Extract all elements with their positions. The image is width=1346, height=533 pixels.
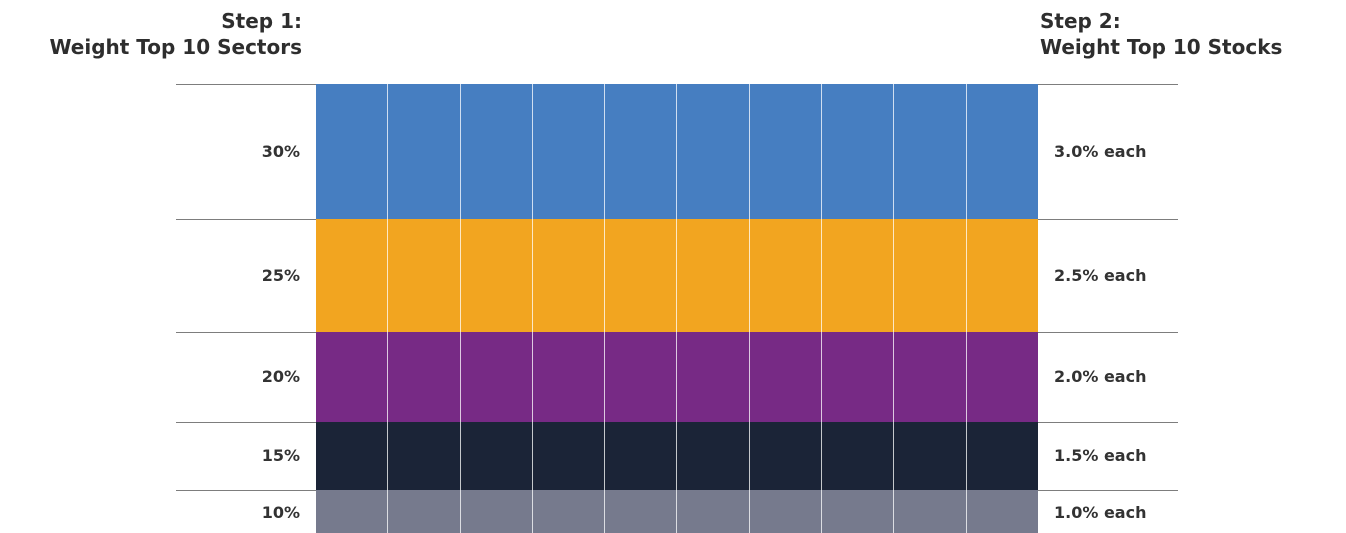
stock-cell	[605, 422, 678, 490]
stock-cell	[532, 219, 606, 332]
stock-cell	[966, 332, 1038, 422]
stock-cell	[822, 219, 895, 332]
right-divider-line	[1038, 219, 1178, 220]
stock-cell	[894, 219, 967, 332]
stock-cell	[677, 422, 750, 490]
right-divider-line	[1038, 490, 1178, 491]
step-1-heading: Step 1: Weight Top 10 Sectors	[49, 8, 302, 60]
stock-weight-label: 3.0% each	[1054, 141, 1147, 161]
sector-band	[316, 490, 1038, 533]
stock-cell	[822, 84, 895, 219]
stock-cell	[749, 422, 823, 490]
stock-cell	[894, 422, 967, 490]
step-2-title: Weight Top 10 Stocks	[1040, 35, 1283, 59]
stock-cell	[822, 422, 895, 490]
sector-weight-label: 10%	[261, 502, 300, 522]
right-divider-line	[1038, 84, 1178, 85]
stock-cell	[966, 490, 1038, 533]
stock-cell	[532, 422, 606, 490]
sector-band	[316, 332, 1038, 422]
sector-weight-label: 15%	[261, 446, 300, 465]
stock-cell	[605, 84, 678, 219]
stock-cell	[677, 84, 750, 219]
stock-cell	[605, 219, 678, 332]
stock-cell	[316, 84, 389, 219]
stock-cell	[532, 490, 606, 533]
stock-cell	[532, 332, 606, 422]
stock-cell	[822, 332, 895, 422]
stock-cell	[605, 490, 678, 533]
stock-cell	[460, 84, 533, 219]
sector-band	[316, 219, 1038, 332]
stock-cell	[316, 422, 389, 490]
stock-cell	[966, 219, 1038, 332]
sector-weight-label: 25%	[261, 265, 300, 285]
stock-cell	[749, 84, 823, 219]
stock-cell	[677, 490, 750, 533]
stock-cell	[749, 219, 823, 332]
stock-cell	[460, 422, 533, 490]
stock-cell	[316, 332, 389, 422]
stock-cell	[460, 332, 533, 422]
stock-cell	[388, 84, 461, 219]
stock-weight-label: 1.0% each	[1054, 502, 1147, 522]
right-divider-line	[1038, 332, 1178, 333]
left-divider-line	[176, 422, 316, 423]
stock-cell	[894, 490, 967, 533]
stock-cell	[966, 84, 1038, 219]
right-divider-line	[1038, 422, 1178, 423]
stock-cell	[460, 219, 533, 332]
left-divider-line	[176, 332, 316, 333]
stock-cell	[388, 332, 461, 422]
stock-cell	[388, 219, 461, 332]
stock-cell	[677, 219, 750, 332]
stock-cell	[749, 490, 823, 533]
sector-band	[316, 422, 1038, 490]
left-divider-line	[176, 490, 316, 491]
stock-cell	[894, 84, 967, 219]
stock-cell	[822, 490, 895, 533]
stock-weight-label: 1.5% each	[1054, 446, 1147, 465]
stock-cell	[316, 219, 389, 332]
stock-cell	[388, 490, 461, 533]
stock-cell	[460, 490, 533, 533]
weight-grid	[316, 84, 1038, 533]
stock-cell	[894, 332, 967, 422]
stock-weight-label: 2.0% each	[1054, 367, 1147, 386]
stock-cell	[316, 490, 389, 533]
sector-weight-label: 30%	[261, 141, 300, 161]
stock-cell	[749, 332, 823, 422]
left-divider-line	[176, 84, 316, 85]
stock-cell	[605, 332, 678, 422]
left-divider-line	[176, 219, 316, 220]
sector-weight-label: 20%	[261, 367, 300, 386]
step-2-label: Step 2:	[1040, 9, 1121, 33]
sector-band	[316, 84, 1038, 219]
step-1-label: Step 1:	[221, 9, 302, 33]
stock-cell	[532, 84, 606, 219]
stock-cell	[966, 422, 1038, 490]
stock-weight-label: 2.5% each	[1054, 265, 1147, 285]
step-1-title: Weight Top 10 Sectors	[49, 35, 302, 59]
stock-cell	[388, 422, 461, 490]
step-2-heading: Step 2: Weight Top 10 Stocks	[1040, 8, 1282, 60]
stock-cell	[677, 332, 750, 422]
